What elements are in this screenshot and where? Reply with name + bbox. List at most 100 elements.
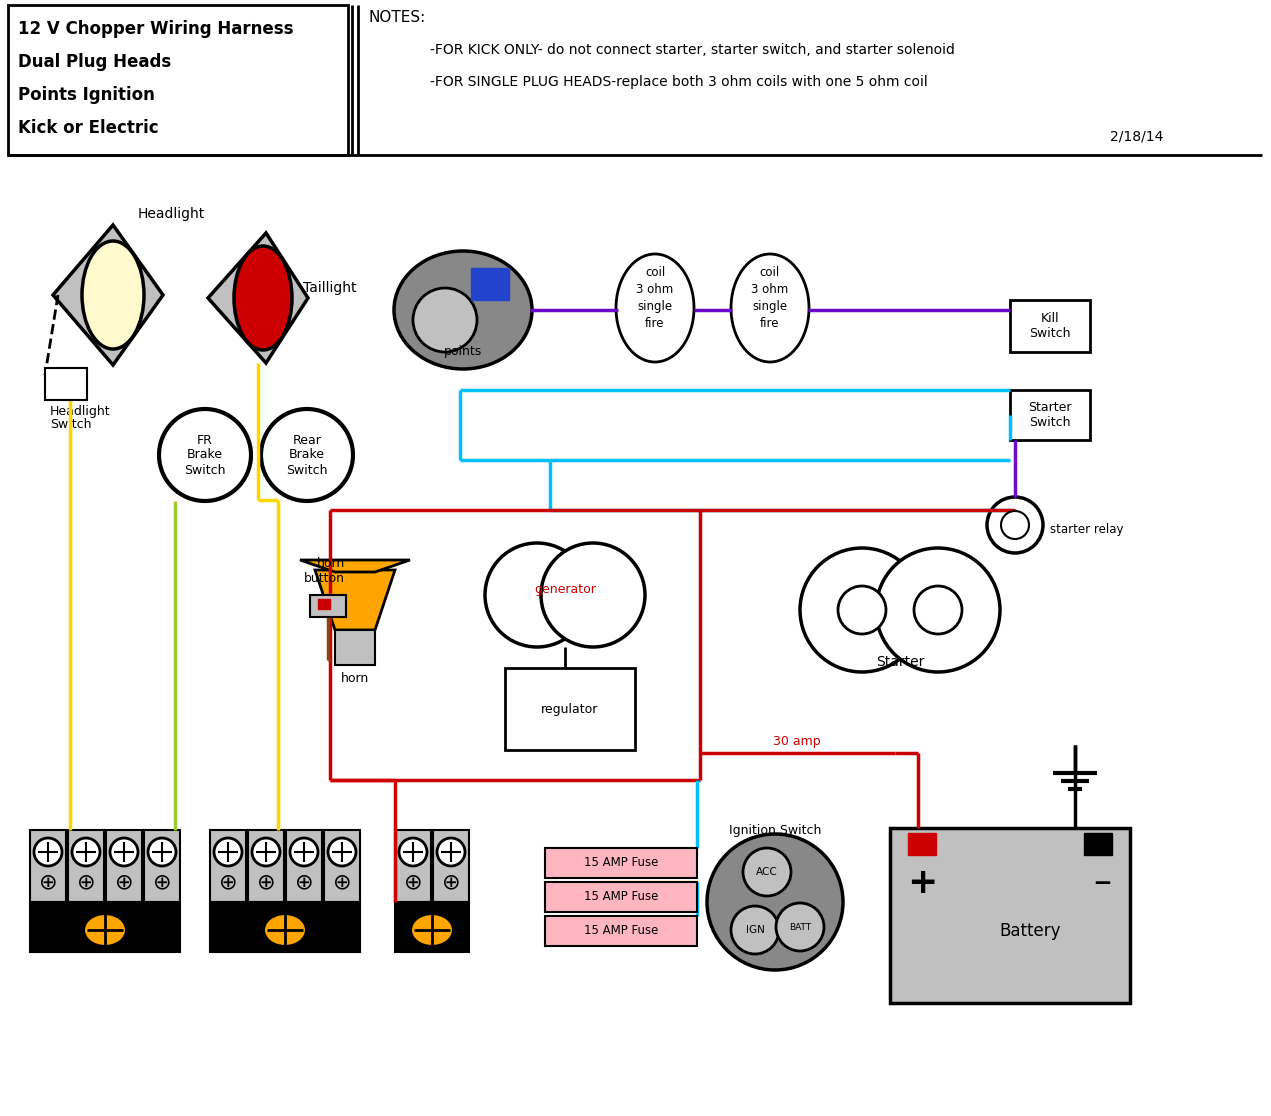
Text: coil
3 ohm
single
fire: coil 3 ohm single fire — [751, 266, 788, 330]
Text: NOTES:: NOTES: — [369, 10, 426, 25]
Ellipse shape — [411, 914, 452, 946]
Text: Kick or Electric: Kick or Electric — [18, 119, 159, 137]
Text: Ignition Switch: Ignition Switch — [728, 824, 821, 837]
Text: Kill
Switch: Kill Switch — [1030, 312, 1070, 340]
Text: –: – — [1093, 866, 1111, 899]
Circle shape — [486, 543, 588, 647]
Text: Headlight: Headlight — [50, 405, 111, 418]
Bar — [505, 668, 636, 750]
Text: Headlight: Headlight — [139, 206, 205, 221]
Circle shape — [1002, 511, 1030, 539]
Bar — [286, 830, 322, 902]
Text: starter relay: starter relay — [1050, 523, 1124, 537]
Circle shape — [799, 548, 924, 672]
Circle shape — [413, 288, 477, 352]
Circle shape — [399, 838, 427, 866]
Text: ⊕: ⊕ — [114, 872, 133, 892]
Bar — [318, 599, 330, 609]
Text: ⊕: ⊕ — [153, 872, 172, 892]
Ellipse shape — [84, 914, 126, 946]
Text: horn: horn — [341, 672, 369, 685]
Bar — [310, 595, 346, 617]
Text: Taillight: Taillight — [302, 281, 356, 295]
Circle shape — [214, 838, 241, 866]
Circle shape — [111, 838, 139, 866]
Circle shape — [777, 903, 824, 951]
Text: 15 AMP Fuse: 15 AMP Fuse — [583, 856, 658, 869]
Circle shape — [731, 906, 779, 954]
Text: ⊕: ⊕ — [219, 872, 238, 892]
Circle shape — [437, 838, 465, 866]
Ellipse shape — [264, 914, 306, 946]
Bar — [433, 830, 469, 902]
Text: 15 AMP Fuse: 15 AMP Fuse — [583, 924, 658, 937]
Text: generator: generator — [534, 584, 596, 596]
Circle shape — [707, 834, 843, 970]
Text: 2/18/14: 2/18/14 — [1110, 129, 1163, 144]
Text: Starter: Starter — [876, 655, 924, 668]
Circle shape — [914, 586, 962, 634]
Bar — [545, 848, 697, 878]
Text: ⊕: ⊕ — [404, 872, 422, 892]
Circle shape — [744, 848, 791, 896]
Text: ⊕: ⊕ — [333, 872, 351, 892]
Bar — [907, 833, 935, 855]
Text: Switch: Switch — [50, 418, 92, 431]
Bar — [545, 916, 697, 946]
Text: ⊕: ⊕ — [295, 872, 314, 892]
Bar — [105, 830, 142, 902]
Bar — [44, 368, 86, 400]
Text: ⊕: ⊕ — [38, 872, 57, 892]
Text: ⊕: ⊕ — [257, 872, 276, 892]
Text: Starter
Switch: Starter Switch — [1028, 401, 1071, 429]
Text: ⊕: ⊕ — [442, 872, 460, 892]
Bar — [1084, 833, 1112, 855]
Circle shape — [838, 586, 886, 634]
Bar — [144, 830, 180, 902]
Bar — [210, 830, 247, 902]
Circle shape — [290, 838, 318, 866]
Text: 15 AMP Fuse: 15 AMP Fuse — [583, 891, 658, 904]
Circle shape — [147, 838, 175, 866]
Bar — [1010, 389, 1091, 440]
Polygon shape — [208, 233, 308, 363]
Text: coil
3 ohm
single
fire: coil 3 ohm single fire — [637, 266, 674, 330]
Bar — [31, 830, 66, 902]
Ellipse shape — [394, 251, 533, 369]
Text: BATT: BATT — [789, 923, 811, 932]
Polygon shape — [300, 560, 411, 573]
Bar — [336, 631, 375, 665]
Text: horn
button: horn button — [304, 557, 344, 585]
Text: regulator: regulator — [541, 702, 599, 715]
Bar — [8, 4, 348, 155]
Text: +: + — [906, 866, 937, 899]
Bar — [324, 830, 360, 902]
Text: Dual Plug Heads: Dual Plug Heads — [18, 52, 172, 71]
Bar — [890, 828, 1130, 1003]
Circle shape — [988, 497, 1043, 554]
Text: Battery: Battery — [999, 922, 1061, 940]
Bar — [31, 902, 180, 952]
Circle shape — [72, 838, 100, 866]
Circle shape — [261, 408, 353, 501]
Polygon shape — [315, 570, 395, 631]
Text: IGN: IGN — [746, 925, 764, 935]
Text: ⊕: ⊕ — [76, 872, 95, 892]
Bar — [472, 268, 508, 300]
Bar — [69, 830, 104, 902]
Circle shape — [34, 838, 62, 866]
Bar — [395, 830, 431, 902]
Text: points: points — [444, 345, 482, 358]
Ellipse shape — [234, 246, 292, 350]
Polygon shape — [53, 225, 163, 365]
Text: -FOR SINGLE PLUG HEADS-replace both 3 ohm coils with one 5 ohm coil: -FOR SINGLE PLUG HEADS-replace both 3 oh… — [430, 75, 928, 89]
Text: Rear
Brake
Switch: Rear Brake Switch — [286, 433, 328, 477]
Text: 30 amp: 30 amp — [773, 735, 821, 748]
Text: 12 V Chopper Wiring Harness: 12 V Chopper Wiring Harness — [18, 20, 294, 38]
Bar — [395, 902, 469, 952]
Circle shape — [876, 548, 1000, 672]
Bar — [1010, 300, 1091, 352]
Circle shape — [541, 543, 644, 647]
Ellipse shape — [83, 241, 144, 349]
Text: FR
Brake
Switch: FR Brake Switch — [184, 433, 226, 477]
